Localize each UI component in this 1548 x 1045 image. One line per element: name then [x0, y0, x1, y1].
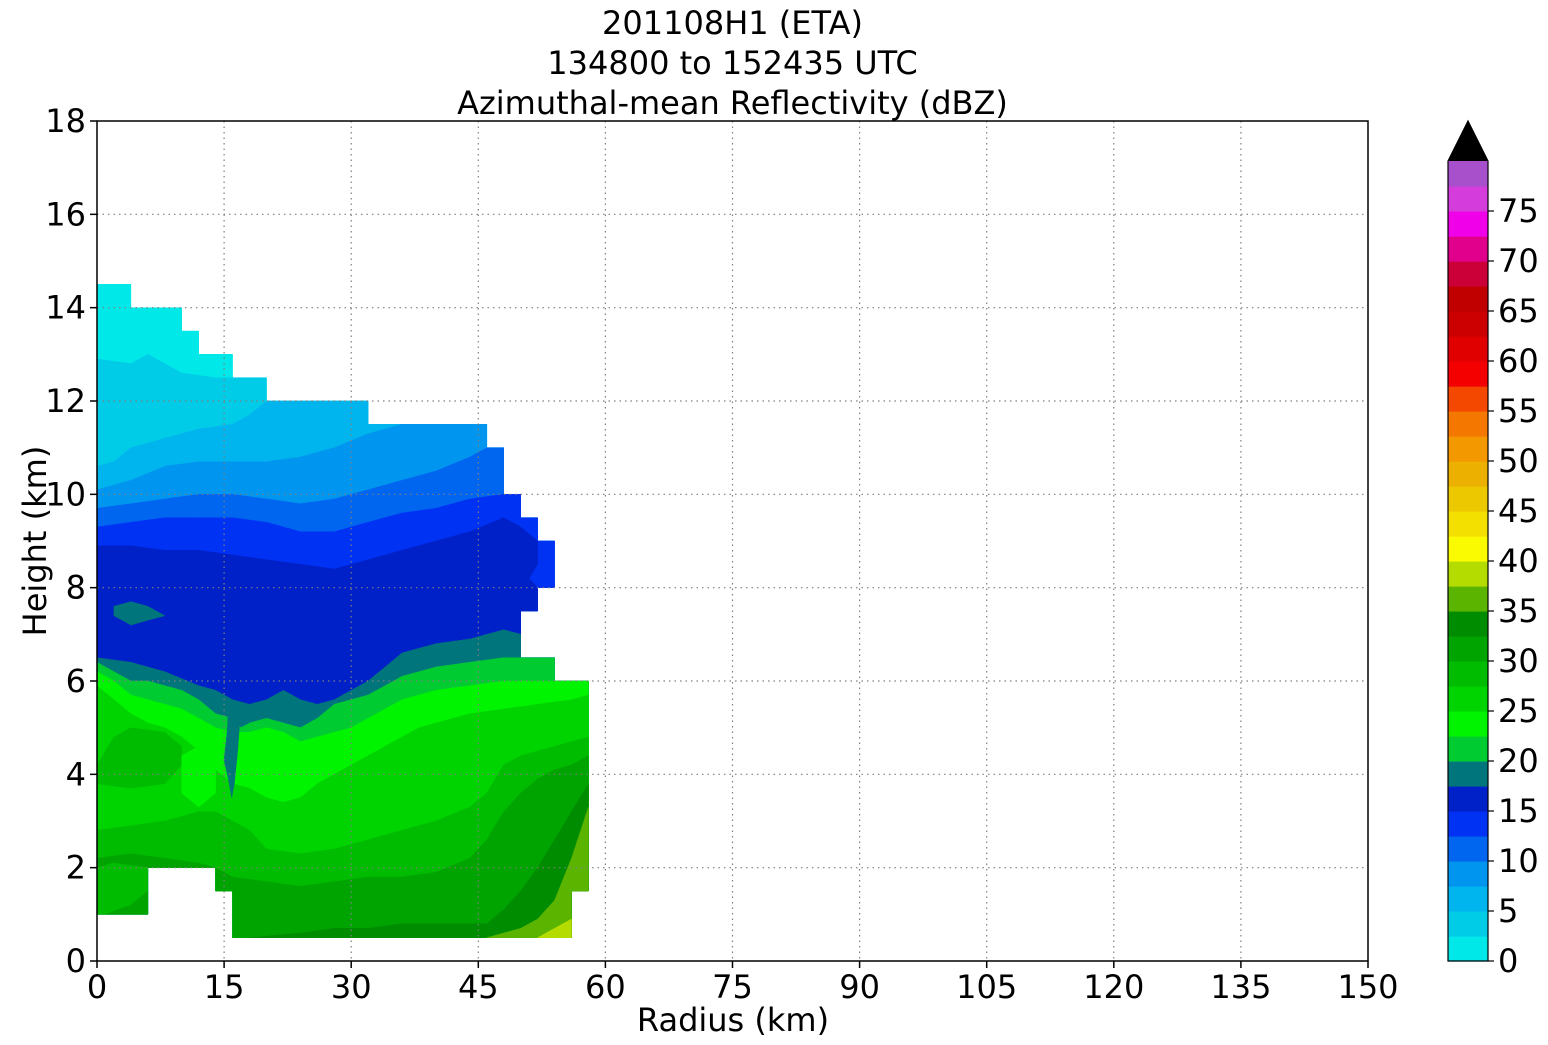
- colorbar-band-3: [1448, 861, 1488, 887]
- grid-lines: [97, 121, 1368, 961]
- x-tick-label-10: 150: [1337, 968, 1398, 1006]
- colorbar-band-27: [1448, 261, 1488, 287]
- colorbar-band-16: [1448, 536, 1488, 562]
- x-axis-label: Radius (km): [637, 1001, 829, 1039]
- colorbar-band-5: [1448, 811, 1488, 837]
- colorbar-tick-label-9: 45: [1498, 492, 1539, 530]
- colorbar-tick-label-7: 35: [1498, 592, 1539, 630]
- x-tick-label-9: 135: [1210, 968, 1271, 1006]
- y-tick-label-4: 8: [66, 569, 86, 607]
- colorbar-band-21: [1448, 411, 1488, 437]
- colorbar-band-1: [1448, 911, 1488, 937]
- colorbar-band-14: [1448, 586, 1488, 612]
- chart-title-line-1: 201108H1 (ETA): [602, 4, 863, 42]
- y-tick-label-8: 16: [45, 195, 86, 233]
- x-tick-label-5: 75: [712, 968, 753, 1006]
- contour-region-12: [96, 755, 589, 938]
- x-tick-label-1: 15: [204, 968, 245, 1006]
- colorbar-band-23: [1448, 361, 1488, 387]
- colorbar-tick-label-3: 15: [1498, 792, 1539, 830]
- colorbar-tick-label-14: 70: [1498, 242, 1539, 280]
- colorbar-band-31: [1448, 161, 1488, 187]
- colorbar-band-17: [1448, 511, 1488, 537]
- y-tick-label-5: 10: [45, 475, 86, 513]
- colorbar-tick-label-11: 55: [1498, 392, 1539, 430]
- colorbar-band-24: [1448, 336, 1488, 362]
- y-tick-label-0: 0: [66, 942, 86, 980]
- colorbar-frame: [1447, 119, 1489, 962]
- x-tick-label-0: 0: [87, 968, 107, 1006]
- chart-title-line-2: 134800 to 152435 UTC: [547, 44, 918, 82]
- contour-fills: [96, 284, 589, 938]
- colorbar-tick-label-1: 5: [1498, 892, 1518, 930]
- colorbar-tick-label-13: 65: [1498, 292, 1539, 330]
- colorbar-band-22: [1448, 386, 1488, 412]
- colorbar-band-26: [1448, 286, 1488, 312]
- colorbar-tick-label-10: 50: [1498, 442, 1539, 480]
- y-tick-label-2: 4: [66, 755, 86, 793]
- colorbar-tick-label-5: 25: [1498, 692, 1539, 730]
- colorbar-tick-label-0: 0: [1498, 942, 1518, 980]
- contour-region-14: [486, 806, 589, 938]
- colorbar-tick-label-2: 10: [1498, 842, 1539, 880]
- colorbar-band-10: [1448, 686, 1488, 712]
- y-tick-label-6: 12: [45, 382, 86, 420]
- y-tick-label-1: 2: [66, 849, 86, 887]
- colorbar-band-20: [1448, 436, 1488, 462]
- colorbar-band-19: [1448, 461, 1488, 487]
- colorbar-tick-label-6: 30: [1498, 642, 1539, 680]
- x-tick-label-7: 105: [956, 968, 1017, 1006]
- x-axis: 0 15 30 45 60 75 90 105 120 135 150: [87, 961, 1399, 1006]
- x-tick-label-6: 90: [839, 968, 880, 1006]
- colorbar-band-7: [1448, 761, 1488, 787]
- colorbar-tick-label-12: 60: [1498, 342, 1539, 380]
- colorbar-band-28: [1448, 236, 1488, 262]
- y-axis-label: Height (km): [16, 446, 54, 637]
- colorbar-band-30: [1448, 186, 1488, 212]
- colorbar-band-12: [1448, 636, 1488, 662]
- colorbar-band-13: [1448, 611, 1488, 637]
- colorbar-band-25: [1448, 311, 1488, 337]
- contour-region-17: [105, 890, 149, 915]
- contour-region-21: [181, 745, 216, 808]
- colorbar-band-18: [1448, 486, 1488, 512]
- colorbar: 0 5 10 15 20 25 30 35 40 45 50 55 60 65 70 75: [1447, 119, 1539, 980]
- contour-region-15: [537, 918, 572, 938]
- colorbar-tick-label-8: 40: [1498, 542, 1539, 580]
- y-tick-label-7: 14: [45, 289, 86, 327]
- colorbar-band-11: [1448, 661, 1488, 687]
- chart-title-line-3: Azimuthal-mean Reflectivity (dBZ): [457, 84, 1008, 122]
- colorbar-tick-label-4: 20: [1498, 742, 1539, 780]
- y-tick-label-9: 18: [45, 102, 86, 140]
- colorbar-band-2: [1448, 886, 1488, 912]
- colorbar-band-9: [1448, 711, 1488, 737]
- colorbar-band-4: [1448, 836, 1488, 862]
- colorbar-band-6: [1448, 786, 1488, 812]
- x-tick-label-4: 60: [585, 968, 626, 1006]
- colorbar-extend-arrow: [1448, 121, 1488, 161]
- colorbar-band-15: [1448, 561, 1488, 587]
- x-tick-label-3: 45: [458, 968, 499, 1006]
- x-tick-label-8: 120: [1083, 968, 1144, 1006]
- x-tick-label-2: 30: [331, 968, 372, 1006]
- y-tick-label-3: 6: [66, 662, 86, 700]
- colorbar-tick-label-15: 75: [1498, 192, 1539, 230]
- colorbar-band-8: [1448, 736, 1488, 762]
- colorbar-band-29: [1448, 211, 1488, 237]
- contour-region-19: [223, 704, 242, 798]
- y-axis: 0 2 4 6 8 10 12 14 16 18: [45, 102, 97, 980]
- contour-region-18: [113, 601, 166, 626]
- colorbar-band-0: [1448, 936, 1488, 962]
